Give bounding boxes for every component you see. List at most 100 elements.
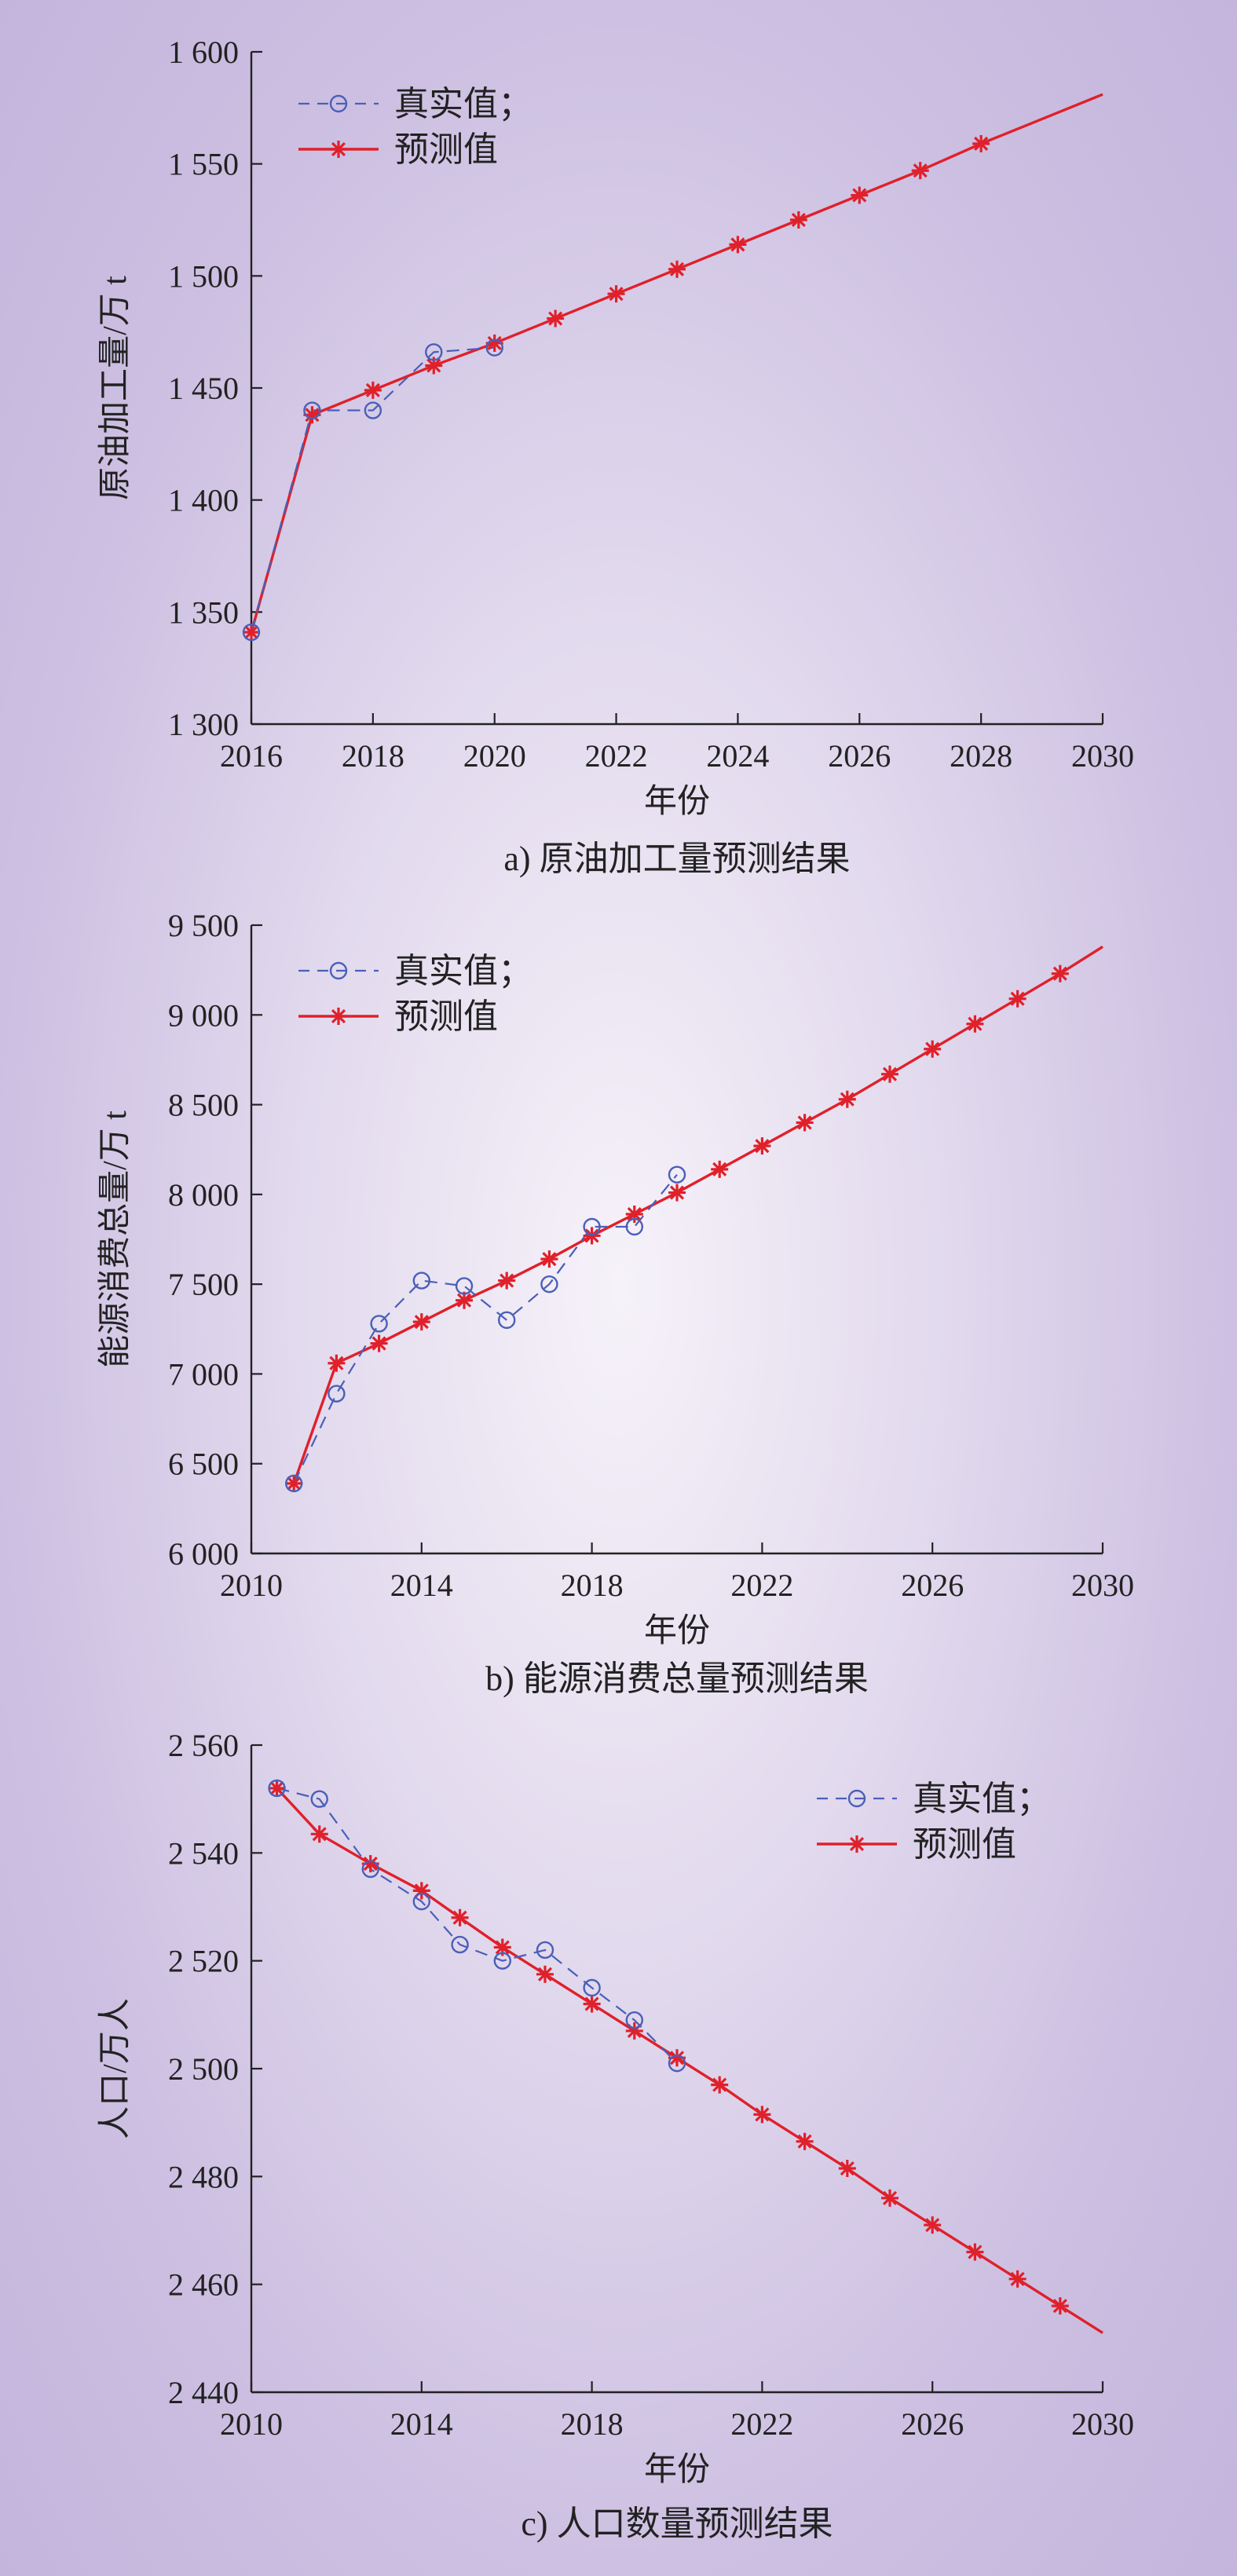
x-tick-label: 2018: [342, 738, 404, 774]
x-axis-title: 年份: [644, 2451, 710, 2488]
actual-point: [625, 2011, 643, 2029]
predicted-point: [364, 381, 382, 399]
predicted-series-line: [250, 93, 1103, 633]
legend-marker-actual: [847, 1789, 866, 1808]
predicted-point: [547, 309, 565, 327]
legend-label-predicted: 预测值: [394, 130, 498, 169]
actual-point: [303, 401, 321, 419]
chart-caption: b) 能源消费总量预测结果: [485, 1659, 869, 1698]
predicted-point: [668, 1184, 686, 1202]
x-tick-label: 2026: [828, 738, 891, 774]
y-tick-label: 2 520: [168, 1944, 239, 1979]
predicted-point: [583, 1227, 601, 1245]
actual-point: [498, 1311, 516, 1330]
predicted-point: [924, 2216, 942, 2234]
x-tick-label: 2028: [950, 738, 1012, 774]
y-tick-label: 1 300: [168, 707, 239, 742]
y-tick-label: 1 450: [168, 371, 239, 406]
actual-point: [285, 1474, 303, 1493]
actual-point: [242, 623, 261, 642]
predicted-point: [310, 1825, 328, 1843]
predicted-point: [328, 1354, 346, 1372]
y-tick-label: 7 500: [168, 1267, 239, 1302]
x-tick-label: 2020: [463, 738, 526, 774]
y-tick-label: 2 560: [168, 1728, 239, 1763]
y-tick-label: 6 500: [168, 1447, 239, 1482]
predicted-point: [924, 1040, 942, 1058]
x-tick-label: 2030: [1071, 1568, 1134, 1603]
actual-point: [536, 1941, 554, 1959]
y-tick-label: 9 500: [168, 908, 239, 943]
chart-panel-a: 1 300 1 350 1 400 1 450 1 500 1 550 1 600 2016 2…: [97, 35, 1134, 878]
x-tick-label: 2016: [220, 738, 283, 774]
y-tick-label: 1 350: [168, 595, 239, 630]
actual-series-line: [293, 1174, 678, 1484]
predicted-point: [625, 1206, 643, 1223]
x-tick-label: 2010: [220, 1568, 283, 1603]
y-tick-label: 6 000: [168, 1536, 239, 1572]
predicted-point: [668, 260, 686, 278]
predicted-point: [412, 1313, 430, 1331]
predicted-point: [1051, 2297, 1069, 2315]
predicted-point: [838, 1090, 856, 1108]
predicted-point: [753, 1137, 771, 1155]
x-tick-label: 2018: [561, 2406, 624, 2442]
legend-label-actual: 真实值；: [394, 952, 532, 990]
actual-point: [370, 1315, 388, 1333]
y-tick-label: 1 400: [168, 483, 239, 518]
actual-point: [412, 1892, 430, 1911]
predicted-point: [607, 285, 625, 303]
actual-point: [361, 1860, 379, 1879]
actual-series-line: [250, 346, 495, 633]
y-axis-title: 原油加工量/万 t: [97, 276, 134, 500]
predicted-point: [966, 2243, 984, 2261]
predicted-point: [243, 624, 260, 642]
y-tick-label: 2 480: [168, 2159, 239, 2194]
predicted-point: [451, 1908, 469, 1927]
legend-marker-predicted: [330, 141, 347, 158]
x-tick-label: 2026: [901, 1568, 964, 1603]
x-axis-title: 年份: [644, 783, 710, 820]
y-tick-label: 7 000: [168, 1356, 239, 1392]
y-tick-label: 1 600: [168, 35, 239, 70]
y-axis-title: 人口/万人: [97, 1998, 134, 2139]
predicted-point: [753, 2106, 771, 2124]
actual-point: [668, 1165, 686, 1184]
y-tick-label: 1 550: [168, 147, 239, 182]
chart-caption: a) 原油加工量预测结果: [503, 840, 850, 878]
x-tick-label: 2022: [585, 738, 648, 774]
legend-marker-actual: [329, 94, 348, 113]
predicted-point: [972, 134, 990, 152]
x-tick-label: 2030: [1071, 738, 1134, 774]
predicted-point: [729, 236, 747, 254]
legend: 真实值； 预测值: [298, 952, 532, 1036]
predicted-point: [838, 2160, 856, 2178]
actual-point: [583, 1978, 601, 1997]
x-tick-label: 2022: [730, 2406, 793, 2442]
x-tick-label: 2018: [561, 1568, 624, 1603]
chart-panel-b: 6 000 6 500 7 000 7 500 8 000 8 500 9 000 9 500…: [97, 908, 1134, 1698]
predicted-point: [881, 2189, 898, 2207]
predicted-point: [789, 211, 807, 229]
y-axis-title: 能源消费总量/万 t: [97, 1111, 134, 1368]
predicted-series-line: [276, 1787, 1103, 2334]
x-tick-label: 2030: [1071, 2406, 1134, 2442]
predicted-point: [796, 1114, 814, 1132]
predicted-point: [711, 2076, 729, 2094]
y-tick-label: 9 000: [168, 997, 239, 1033]
legend-marker-predicted: [330, 1008, 347, 1025]
actual-point: [310, 1790, 328, 1808]
y-tick-label: 8 000: [168, 1177, 239, 1213]
predicted-point: [711, 1160, 729, 1178]
legend-label-predicted: 预测值: [913, 1825, 1016, 1864]
predicted-point: [1008, 990, 1027, 1008]
actual-point: [412, 1272, 430, 1290]
y-tick-label: 8 500: [168, 1088, 239, 1123]
y-tick-label: 2 500: [168, 2051, 239, 2087]
actual-point: [493, 1952, 511, 1970]
legend-label-actual: 真实值；: [394, 85, 532, 123]
predicted-point: [540, 1250, 558, 1268]
x-tick-label: 2022: [730, 1568, 793, 1603]
actual-point: [268, 1779, 286, 1798]
x-axis-title: 年份: [644, 1612, 710, 1649]
